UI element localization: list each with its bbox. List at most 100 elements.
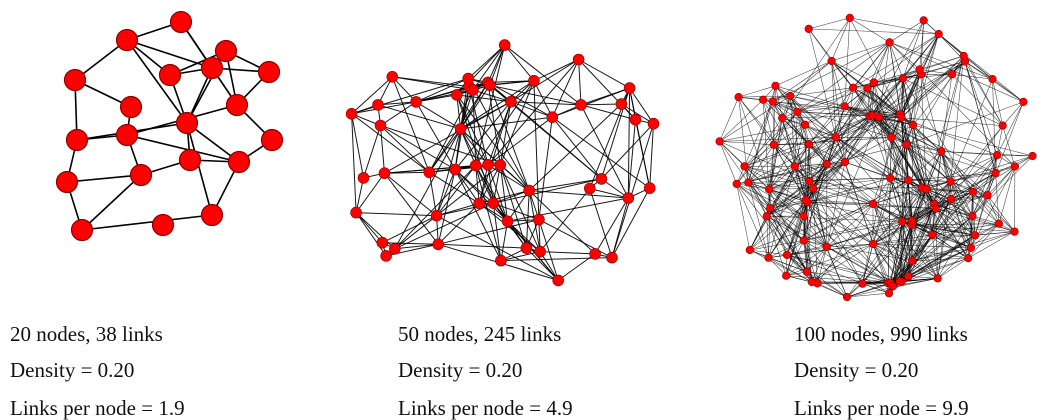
- network-node: [805, 140, 813, 148]
- network-node: [989, 75, 997, 83]
- network-node: [505, 96, 516, 107]
- network-link: [782, 116, 872, 119]
- network-node: [623, 193, 634, 204]
- network-link: [809, 29, 939, 34]
- network-graph-50-nodes: [330, 0, 690, 315]
- network-link: [845, 18, 850, 107]
- network-node: [474, 198, 485, 209]
- network-link: [773, 102, 774, 145]
- network-node: [463, 73, 474, 84]
- caption-density: Density = 0.20: [10, 358, 134, 382]
- network-node: [846, 14, 854, 22]
- network-node: [488, 198, 499, 209]
- network-node: [841, 158, 849, 166]
- network-node: [553, 275, 564, 286]
- network-node: [908, 257, 916, 265]
- network-link: [508, 198, 629, 221]
- network-node: [596, 173, 607, 184]
- network-link: [776, 61, 832, 86]
- network-node: [745, 179, 753, 187]
- network-node: [495, 255, 506, 266]
- network-node: [948, 71, 956, 79]
- network-node: [547, 112, 558, 123]
- network-node: [947, 178, 955, 186]
- network-link: [67, 175, 141, 182]
- network-node: [800, 212, 808, 220]
- network-node: [733, 180, 741, 188]
- network-node: [202, 58, 223, 79]
- network-node: [843, 293, 851, 301]
- network-node: [470, 160, 481, 171]
- network-node: [786, 92, 794, 100]
- network-node: [802, 196, 810, 204]
- network-link: [381, 126, 430, 173]
- network-node: [424, 167, 435, 178]
- network-node: [920, 17, 928, 25]
- network-node: [484, 80, 495, 91]
- network-node: [535, 246, 546, 257]
- network-node: [823, 243, 831, 251]
- network-link: [890, 20, 924, 42]
- network-link: [381, 126, 501, 166]
- network-node: [947, 195, 955, 203]
- network-link: [378, 105, 461, 129]
- network-node: [528, 75, 539, 86]
- network-node: [358, 172, 369, 183]
- network-node: [171, 12, 192, 33]
- network-link: [913, 125, 1032, 156]
- network-link: [529, 104, 621, 191]
- network-node: [117, 125, 138, 146]
- network-node: [905, 273, 913, 281]
- network-node: [766, 204, 774, 212]
- caption-density: Density = 0.20: [398, 358, 522, 382]
- network-node: [573, 54, 584, 65]
- network-node: [227, 95, 248, 116]
- network-node: [630, 114, 641, 125]
- network-node: [809, 185, 817, 193]
- network-node: [971, 232, 979, 240]
- network-node: [783, 251, 791, 259]
- network-link: [505, 45, 581, 105]
- network-link: [395, 244, 438, 249]
- network-link: [737, 112, 798, 184]
- network-link: [920, 70, 1015, 167]
- network-node: [644, 183, 655, 194]
- network-links: [67, 22, 272, 230]
- network-node: [934, 275, 942, 283]
- network-link: [356, 213, 437, 216]
- network-node: [759, 96, 767, 104]
- network-node: [828, 57, 836, 65]
- network-link: [973, 156, 1033, 216]
- network-node: [584, 183, 595, 194]
- network-link: [381, 126, 456, 170]
- network-node: [202, 205, 223, 226]
- network-node: [121, 97, 142, 118]
- network-link: [595, 198, 628, 254]
- network-node: [869, 200, 877, 208]
- network-node: [765, 185, 773, 193]
- network-link: [534, 60, 579, 81]
- network-link: [579, 60, 630, 89]
- network-link: [767, 216, 827, 247]
- network-node: [351, 207, 362, 218]
- network-node: [841, 103, 849, 111]
- network-node: [923, 185, 931, 193]
- network-link: [468, 45, 505, 79]
- network-link: [809, 29, 832, 61]
- network-graph-20-nodes: [0, 0, 320, 310]
- network-link: [540, 252, 595, 254]
- network-node: [57, 172, 78, 193]
- network-link: [863, 138, 892, 284]
- network-node: [1020, 98, 1028, 106]
- network-node: [65, 70, 86, 91]
- network-link: [385, 173, 437, 216]
- network-node: [502, 216, 513, 227]
- network-node: [992, 169, 1000, 177]
- network-node: [1011, 228, 1019, 236]
- network-node: [379, 168, 390, 179]
- network-graph-100-nodes: [705, 0, 1054, 315]
- network-node: [801, 121, 809, 129]
- network-node: [928, 231, 936, 239]
- network-node: [375, 120, 386, 131]
- network-link: [429, 90, 473, 172]
